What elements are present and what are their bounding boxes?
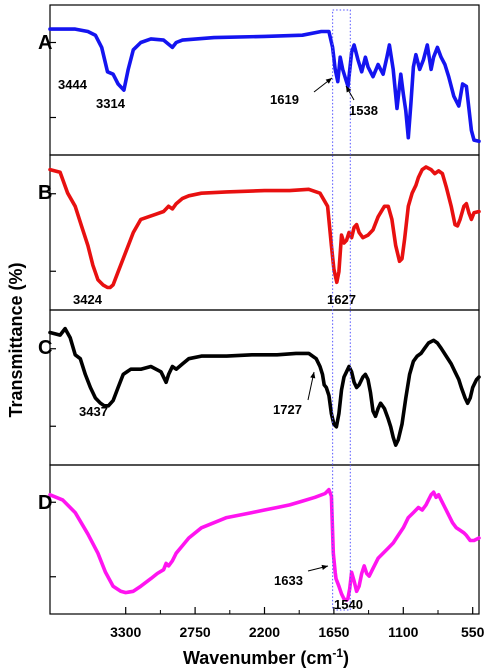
peak-label-A-3444: 3444 <box>58 77 88 92</box>
series-line-C <box>48 326 481 447</box>
y-axis-title: Transmittance (%) <box>6 262 26 417</box>
peak-label-B-1627: 1627 <box>327 292 356 307</box>
peak-label-A-1538: 1538 <box>349 103 378 118</box>
peak-label-A-3314: 3314 <box>96 96 126 111</box>
x-axis-title-exponent: -1 <box>332 646 343 660</box>
panel-label-D: D <box>38 492 52 514</box>
x-tick-label-2750: 2750 <box>180 624 211 640</box>
x-axis-title-unit-close: ) <box>343 648 349 668</box>
x-axis-title-unit: (cm <box>300 648 332 668</box>
peak-label-A-1619: 1619 <box>270 92 299 107</box>
x-tick-label-2200: 2200 <box>249 624 280 640</box>
series-line-B <box>48 165 481 290</box>
series-line-D <box>48 487 481 602</box>
x-tick-label-1100: 1100 <box>388 624 419 640</box>
peak-arrowhead-C-1727 <box>310 372 316 379</box>
peak-label-B-3424: 3424 <box>73 292 103 307</box>
peak-label-C-3437: 3437 <box>79 404 108 419</box>
panel-label-A: A <box>38 32 52 54</box>
x-tick-label-3300: 3300 <box>110 624 141 640</box>
peak-label-D-1633: 1633 <box>274 573 303 588</box>
peak-label-D-1540: 1540 <box>334 597 363 612</box>
panel-label-C: C <box>38 337 52 359</box>
x-tick-label-550: 550 <box>461 624 484 640</box>
x-axis-ticks: 3300 2750 2200 1650 1100 550 <box>110 607 484 640</box>
x-axis-title: Wavenumber (cm-1) <box>183 646 349 668</box>
highlight-box <box>332 9 351 611</box>
panel-frame-C <box>49 309 480 466</box>
panel-frame-B <box>49 154 480 311</box>
x-tick-label-1650: 1650 <box>318 624 349 640</box>
peak-labels: 3444 3314 1619 1538 3424 1627 3437 1727 1633 1540 <box>58 77 378 612</box>
x-axis-title-main: Wavenumber <box>183 648 295 668</box>
panel-frame-D <box>49 464 480 615</box>
peak-label-C-1727: 1727 <box>273 402 302 417</box>
highlight-band <box>332 9 351 611</box>
panel-label-B: B <box>38 182 52 204</box>
series-line-A <box>48 27 481 144</box>
peak-arrowhead-A-1538 <box>346 86 352 93</box>
peak-arrowhead-D-1633 <box>321 564 328 570</box>
peak-arrowhead-A-1619 <box>325 78 332 84</box>
